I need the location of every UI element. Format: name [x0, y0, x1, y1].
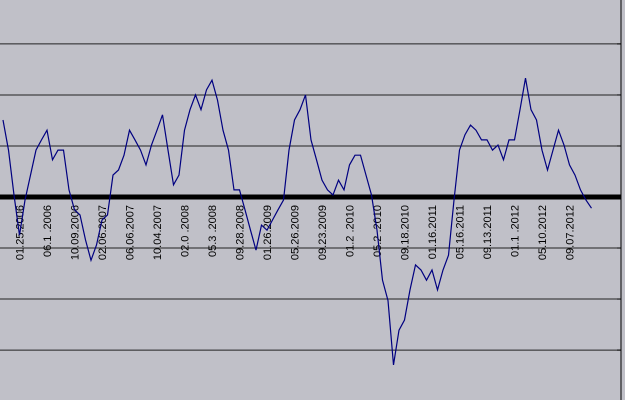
x-tick-label: 01.1 .2012	[510, 205, 522, 257]
x-tick-label: 06.06.2007	[125, 205, 137, 260]
x-tick-label: 05.10.2012	[537, 205, 549, 260]
x-tick-label: 06.1 .2006	[42, 205, 54, 257]
x-tick-label: 05.16.2011	[455, 205, 467, 259]
x-tick-label: 10.09.2006	[70, 205, 82, 260]
x-tick-label: 09.07.2012	[565, 205, 577, 260]
data-line	[2, 77, 592, 365]
x-tick-label: 02.06.2007	[97, 205, 109, 260]
x-tick-label: 09.28.2008	[235, 205, 247, 260]
x-tick-label: 01.2 .2010	[345, 205, 357, 257]
x-tick-label: 05.3 .2008	[207, 205, 219, 257]
x-tick-label: 10.04.2007	[152, 205, 164, 260]
x-tick-label: 05.26.2009	[290, 205, 302, 260]
x-tick-label: 01.26.2009	[262, 205, 274, 260]
x-tick-label: 09.18.2010	[400, 205, 412, 260]
x-tick-label: 09.23.2009	[317, 205, 329, 260]
x-tick-label: 02.0 .2008	[180, 205, 192, 257]
x-tick-label: 01.16.2011	[427, 205, 439, 259]
x-tick-label: 09.13.2011	[482, 205, 494, 259]
